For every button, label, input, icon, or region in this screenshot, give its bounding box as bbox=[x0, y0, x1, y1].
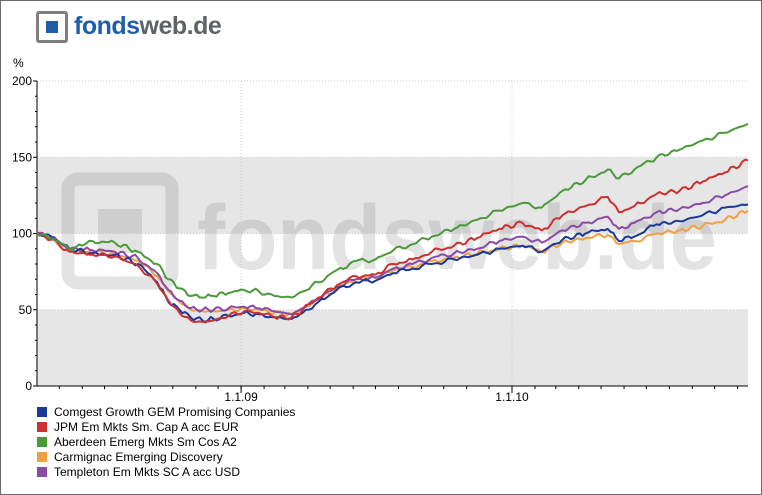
legend-label: JPM Em Mkts Sm. Cap A acc EUR bbox=[54, 420, 239, 434]
series-line-3 bbox=[36, 122, 749, 299]
grid-band bbox=[37, 309, 748, 386]
y-tick-label: 200 bbox=[12, 74, 32, 88]
legend-swatch bbox=[37, 407, 47, 417]
legend-item: JPM Em Mkts Sm. Cap A acc EUR bbox=[37, 420, 295, 435]
series-line-2 bbox=[36, 158, 749, 323]
legend-label: Aberdeen Emerg Mkts Sm Cos A2 bbox=[54, 435, 237, 449]
legend-item: Comgest Growth GEM Promising Companies bbox=[37, 405, 295, 420]
y-tick-label: 100 bbox=[12, 227, 32, 241]
legend-item: Templeton Em Mkts SC A acc USD bbox=[37, 465, 295, 480]
x-tick-label: 1.1.09 bbox=[224, 390, 258, 404]
legend-label: Comgest Growth GEM Promising Companies bbox=[54, 405, 296, 419]
legend-label: Templeton Em Mkts SC A acc USD bbox=[54, 465, 241, 479]
watermark-icon bbox=[61, 172, 179, 290]
logo-text: fondsweb.de bbox=[74, 12, 222, 40]
x-tick-label: 1.1.10 bbox=[495, 390, 529, 404]
legend-swatch bbox=[37, 422, 47, 432]
legend-swatch bbox=[37, 452, 47, 462]
series-line-5 bbox=[36, 185, 749, 316]
chart-legend: Comgest Growth GEM Promising Companies JP… bbox=[37, 405, 295, 480]
y-tick-label: 50 bbox=[19, 303, 33, 317]
legend-item: Carmignac Emerging Discovery bbox=[37, 450, 295, 465]
y-axis-label: % bbox=[13, 56, 24, 70]
y-tick-label: 0 bbox=[25, 379, 32, 393]
legend-swatch bbox=[37, 437, 47, 447]
y-tick-label: 150 bbox=[12, 150, 32, 164]
legend-label: Carmignac Emerging Discovery bbox=[54, 450, 223, 464]
logo-icon bbox=[36, 11, 68, 43]
series-line-4 bbox=[36, 209, 749, 317]
legend-swatch bbox=[37, 467, 47, 477]
legend-item: Aberdeen Emerg Mkts Sm Cos A2 bbox=[37, 435, 295, 450]
grid-band bbox=[37, 157, 748, 234]
